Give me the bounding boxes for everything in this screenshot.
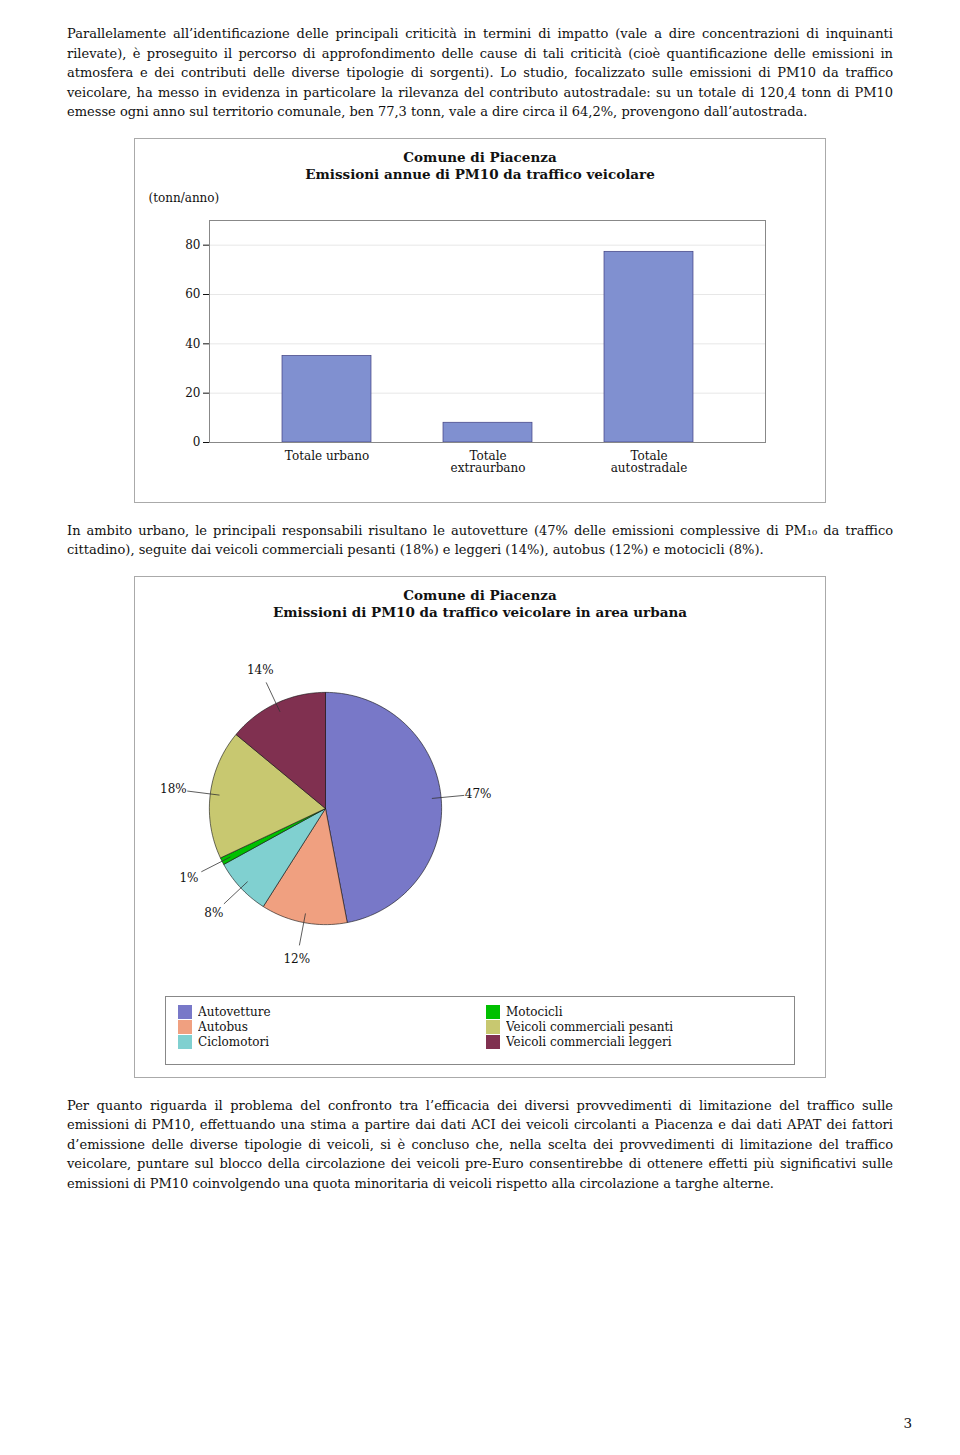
html-text:Veicoli commerciali pesanti: Veicoli commerciali pesanti bbox=[506, 1019, 674, 1034]
svg-text:1%: 1% bbox=[179, 871, 198, 885]
svg-text:12%: 12% bbox=[283, 952, 310, 966]
html-text:Emissioni di PM10 da traffico: Emissioni di PM10 da traffico veicolare … bbox=[273, 604, 687, 621]
html-text:Motocicli: Motocicli bbox=[506, 1004, 563, 1019]
svg-text:Totale urbano: Totale urbano bbox=[285, 449, 369, 463]
html-text:Veicoli commerciali leggeri: Veicoli commerciali leggeri bbox=[506, 1034, 672, 1049]
html-text:Emissioni annue di PM10 da tra: Emissioni annue di PM10 da traffico veic… bbox=[305, 166, 655, 182]
html-text:3: 3 bbox=[903, 1415, 912, 1431]
html-text:Parallelamente all’identificaz: Parallelamente all’identificazione delle… bbox=[67, 26, 893, 119]
html-text:Comune di Piacenza: Comune di Piacenza bbox=[403, 586, 557, 603]
svg-text:Totaleextraurbano: Totaleextraurbano bbox=[451, 449, 526, 475]
html-text:Autovetture: Autovetture bbox=[198, 1004, 271, 1019]
svg-text:60: 60 bbox=[185, 287, 200, 301]
html-text:Ciclomotori: Ciclomotori bbox=[198, 1034, 269, 1049]
svg-text:18%: 18% bbox=[160, 782, 187, 796]
svg-text:(tonn/anno): (tonn/anno) bbox=[149, 191, 220, 205]
html-text:Comune di Piacenza: Comune di Piacenza bbox=[403, 148, 557, 165]
svg-text:47%: 47% bbox=[465, 787, 492, 801]
svg-text:Totaleautostradale: Totaleautostradale bbox=[611, 449, 688, 475]
svg-text:8%: 8% bbox=[204, 906, 223, 920]
svg-text:14%: 14% bbox=[247, 662, 274, 676]
html-text:Autobus: Autobus bbox=[198, 1019, 248, 1034]
svg-text:80: 80 bbox=[185, 238, 200, 252]
html-text:In ambito urbano, le principal: In ambito urbano, le principali responsa… bbox=[67, 522, 893, 558]
svg-text:40: 40 bbox=[185, 336, 200, 350]
svg-text:0: 0 bbox=[193, 435, 201, 449]
html-text:Per quanto riguarda il problem: Per quanto riguarda il problema del conf… bbox=[67, 1097, 893, 1191]
svg-text:20: 20 bbox=[185, 386, 200, 400]
